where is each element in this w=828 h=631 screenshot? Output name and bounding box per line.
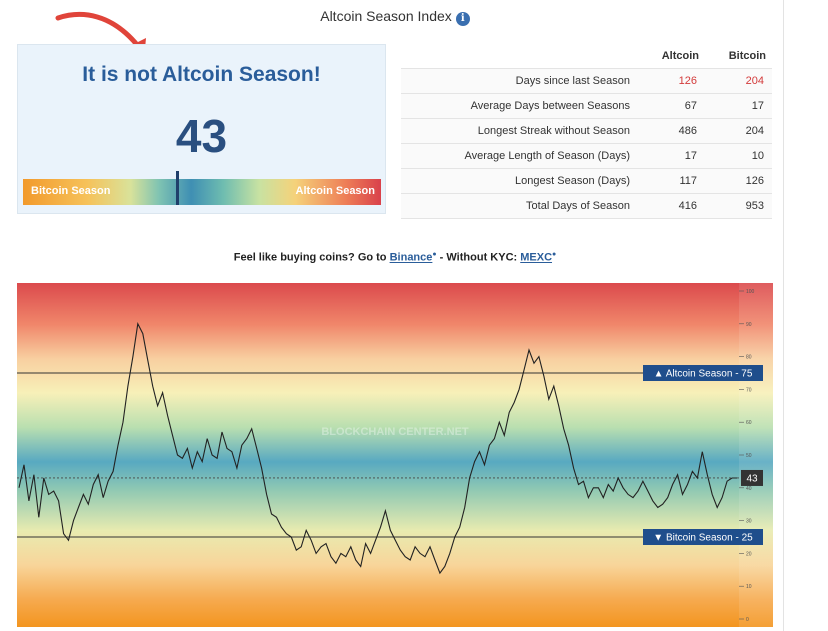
altcoin-season-label: ▲ Altcoin Season - 75 — [643, 365, 763, 381]
promo-middle: - Without KYC: — [436, 251, 521, 264]
binance-link[interactable]: Binance — [389, 251, 433, 264]
y-tick-label: 30 — [746, 519, 752, 525]
row-label: Days since last Season — [401, 68, 638, 94]
bitcoin-value: 953 — [705, 193, 772, 219]
chart-svg: 0 10 20 30 40 50 60 70 80 90 100 BLOCKCHAIN CENTER… — [17, 283, 773, 627]
y-tick-label: 70 — [746, 387, 752, 393]
bitcoin-value: 10 — [705, 143, 772, 169]
index-value: 43 — [175, 110, 228, 162]
altcoin-value: 67 — [638, 93, 705, 119]
bitcoin-value: 204 — [705, 68, 772, 94]
y-tick-label: 20 — [746, 551, 752, 557]
bitcoin-value: 204 — [705, 118, 772, 144]
y-tick-label: 50 — [746, 453, 752, 459]
svg-text:▲ Altcoin Season - 75: ▲ Altcoin Season - 75 — [654, 369, 753, 380]
gauge-right-label: Altcoin Season — [295, 185, 375, 197]
svg-text:▼ Bitcoin Season - 25: ▼ Bitcoin Season - 25 — [653, 533, 753, 544]
table-header-row: Altcoin Bitcoin — [401, 44, 772, 69]
current-value-badge: 43 — [741, 469, 763, 486]
altcoin-value: 117 — [638, 168, 705, 194]
external-link-icon: ● — [432, 251, 437, 258]
y-tick-label: 60 — [746, 420, 752, 426]
y-tick-label: 40 — [746, 486, 752, 492]
row-label: Longest Season (Days) — [401, 168, 638, 194]
y-axis-background — [739, 283, 773, 627]
table-row: Days since last Season 126 204 — [401, 68, 772, 94]
table-row: Longest Streak without Season 486 204 — [401, 118, 772, 144]
altcoin-value: 126 — [638, 68, 705, 94]
external-link-icon: ● — [552, 251, 557, 258]
row-label: Longest Streak without Season — [401, 118, 638, 144]
bitcoin-value: 126 — [705, 168, 772, 194]
promo-line: Feel like buying coins? Go to Binance● -… — [0, 251, 790, 264]
table-header-empty — [401, 44, 638, 69]
altcoin-index-chart: 0 10 20 30 40 50 60 70 80 90 100 BLOCKCHAIN CENTER… — [17, 283, 773, 627]
row-label: Average Days between Seasons — [401, 93, 638, 119]
row-label: Total Days of Season — [401, 193, 638, 219]
bitcoin-season-label: ▼ Bitcoin Season - 25 — [643, 529, 763, 545]
chart-watermark: BLOCKCHAIN CENTER.NET — [321, 426, 469, 438]
altcoin-value: 416 — [638, 193, 705, 219]
mexc-link[interactable]: MEXC — [520, 251, 553, 264]
table-row: Average Length of Season (Days) 17 10 — [401, 143, 772, 169]
y-tick-label: 90 — [746, 322, 752, 328]
row-label: Average Length of Season (Days) — [401, 143, 638, 169]
gauge-marker — [175, 171, 179, 205]
table-row: Total Days of Season 416 953 — [401, 193, 772, 219]
page-frame — [8, 0, 784, 631]
y-tick-label: 0 — [746, 617, 749, 623]
info-icon[interactable]: i — [455, 12, 470, 26]
y-tick-label: 10 — [746, 584, 752, 590]
chart-background — [17, 283, 739, 627]
season-stats-table: Altcoin Bitcoin Days since last Season 1… — [401, 44, 772, 219]
y-axis-ticks: 0 10 20 30 40 50 60 70 80 90 100 — [739, 289, 755, 623]
altcoin-value: 486 — [638, 118, 705, 144]
table-row: Longest Season (Days) 117 126 — [401, 168, 772, 194]
altcoin-value: 17 — [638, 143, 705, 169]
season-status-card: It is not Altcoin Season! 43 Bitcoin Sea… — [17, 44, 386, 214]
page-header: Altcoin Season Index i — [0, 8, 790, 26]
column-header-bitcoin: Bitcoin — [705, 44, 772, 69]
index-series-line — [18, 322, 737, 575]
table-row: Average Days between Seasons 67 17 — [401, 93, 772, 119]
gauge-left-label: Bitcoin Season — [31, 185, 111, 197]
page-title: Altcoin Season Index — [320, 8, 452, 24]
bitcoin-value: 17 — [705, 93, 772, 119]
y-tick-label: 80 — [746, 355, 752, 361]
svg-text:43: 43 — [746, 473, 758, 484]
status-headline: It is not Altcoin Season! — [82, 63, 321, 86]
y-tick-label: 100 — [746, 289, 755, 295]
promo-prefix: Feel like buying coins? Go to — [233, 251, 390, 264]
column-header-altcoin: Altcoin — [638, 44, 705, 69]
season-gauge: Bitcoin Season Altcoin Season — [23, 171, 381, 205]
